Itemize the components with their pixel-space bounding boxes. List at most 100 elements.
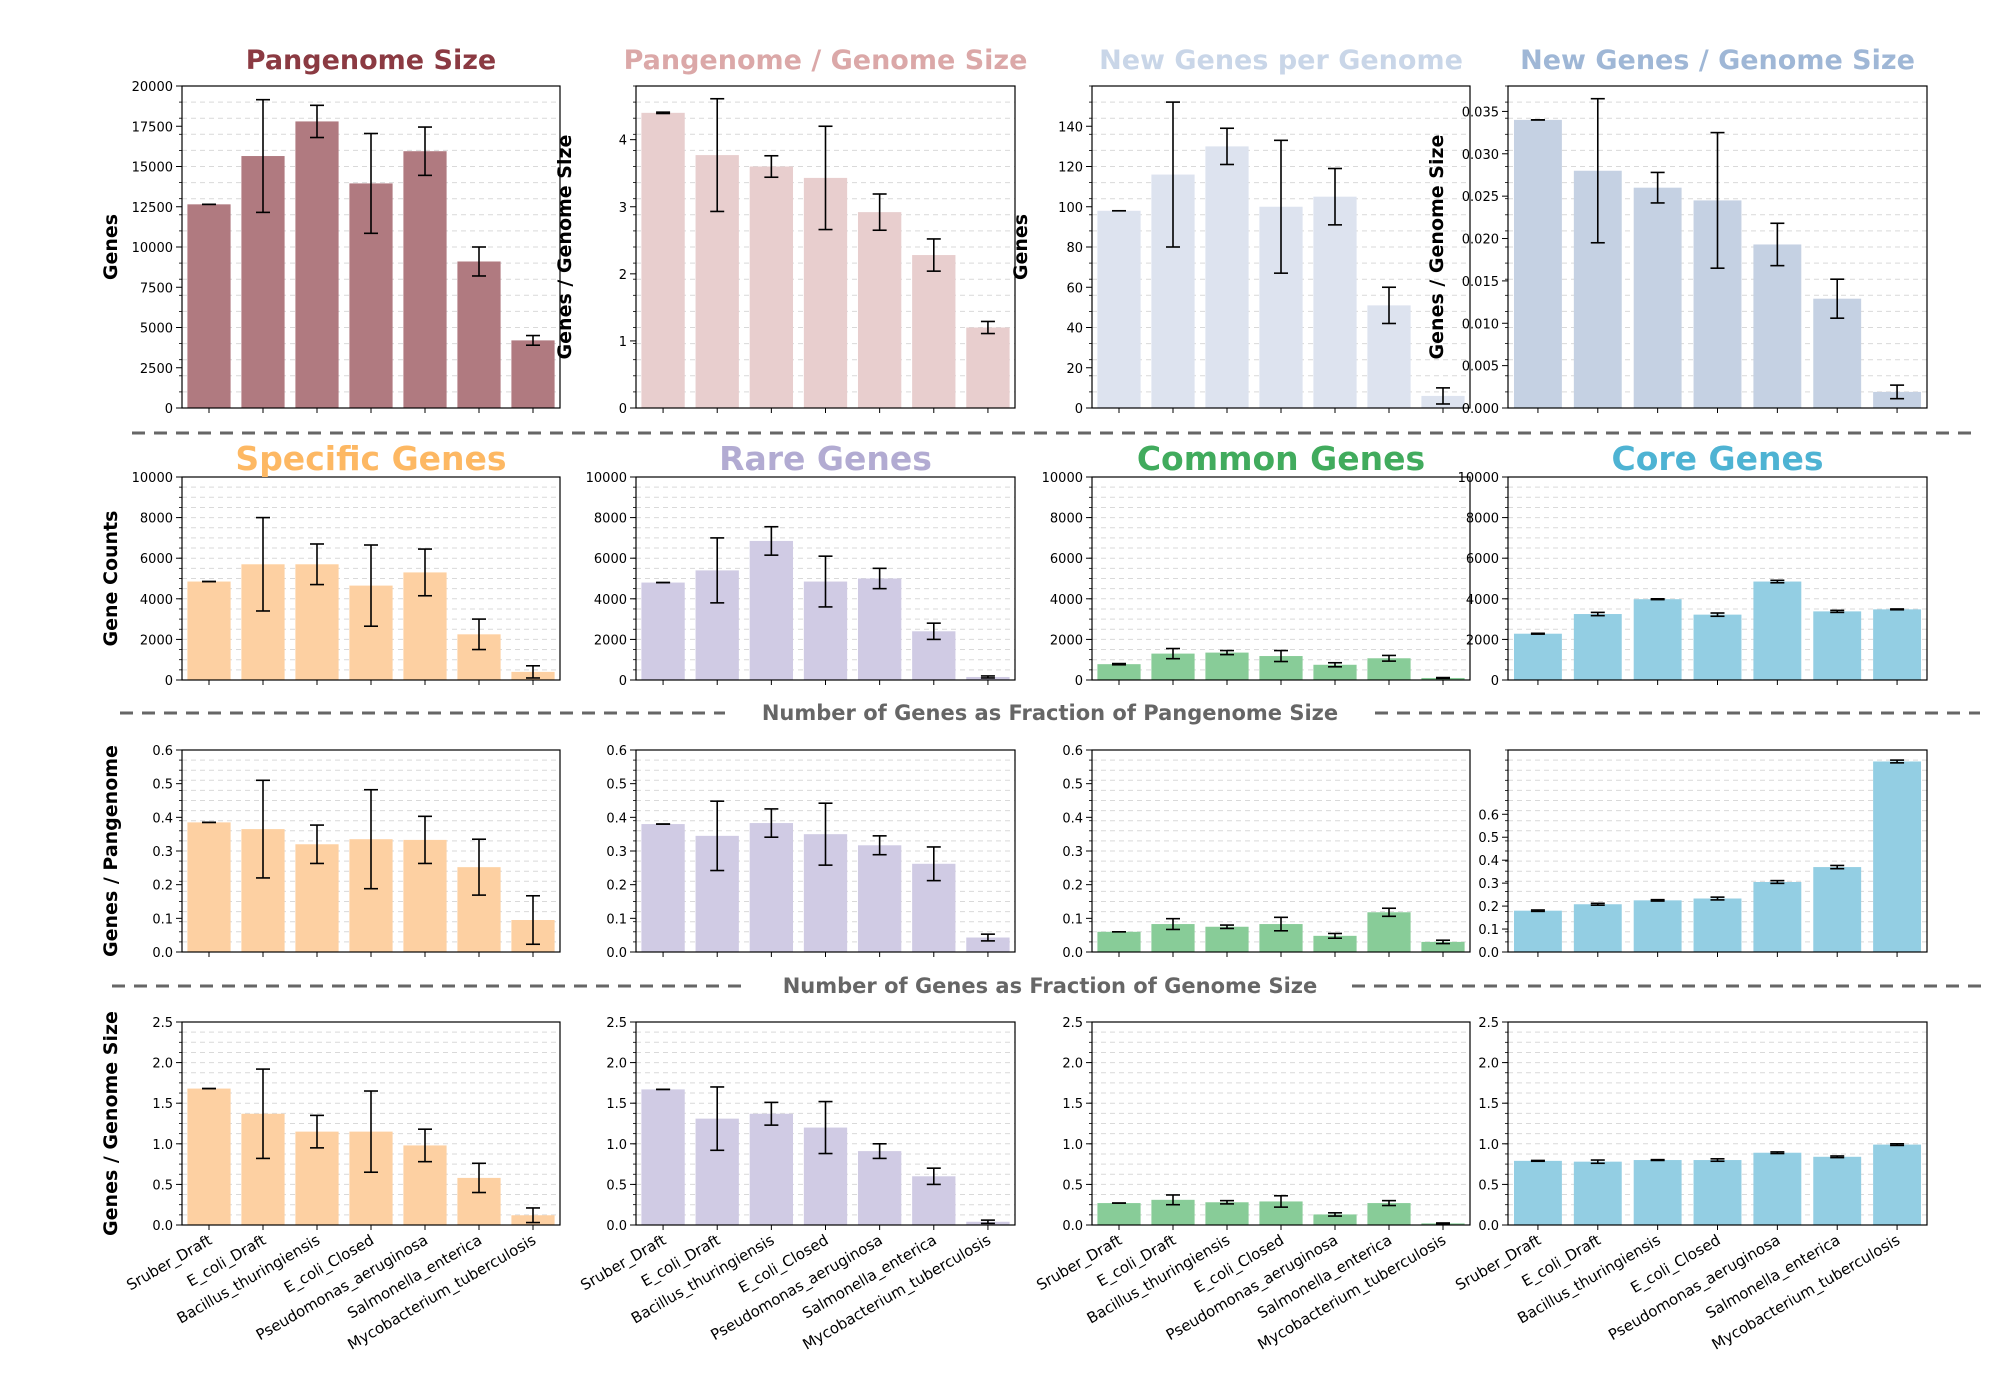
y-tick-label: 0.4: [1478, 854, 1499, 869]
y-tick-label: 0: [1491, 674, 1499, 689]
separator-3: Number of Genes as Fraction of Genome Si…: [112, 974, 1985, 998]
chart-title: New Genes / Genome Size: [1520, 45, 1915, 76]
y-tick-label: 8000: [1466, 512, 1499, 527]
error-bar-5: [1770, 879, 1785, 885]
chart-panel-12: 0.0 0.1 0.2 0.3 0.4 0.5 0.6: [1478, 749, 1928, 961]
bar-5: [1753, 881, 1802, 952]
bar-3: [749, 166, 794, 408]
bar-1: [641, 582, 685, 680]
bar-1: [1513, 633, 1562, 680]
y-tick-label: 0.3: [1062, 845, 1083, 860]
bar-7: [966, 327, 1010, 408]
bar-5: [1753, 581, 1802, 680]
bar-5: [1313, 664, 1357, 680]
section-title-pangenome-fraction: Number of Genes as Fraction of Pangenome…: [762, 701, 1338, 725]
bar-7: [511, 340, 555, 408]
chart-title: Core Genes: [1611, 439, 1823, 478]
y-tick-label: 0.005: [1462, 360, 1499, 375]
y-tick-label: 0.5: [1478, 831, 1499, 846]
error-bar-7: [980, 1219, 995, 1225]
bar-5: [1313, 196, 1357, 408]
y-tick-label: 0.000: [1462, 402, 1499, 417]
x-tick-label: Sruber_Draft: [1033, 1231, 1125, 1295]
bar-7: [1873, 391, 1922, 408]
error-bar-3: [1220, 924, 1234, 930]
y-axis-label: Genes / Genome Size: [554, 135, 576, 360]
error-bar-2: [1166, 917, 1180, 931]
y-tick-label: 1.5: [1062, 1097, 1083, 1112]
bar-1: [1513, 1160, 1562, 1225]
bar-3: [749, 540, 794, 680]
chart-title: Specific Genes: [235, 439, 506, 478]
error-bar-5: [872, 193, 887, 232]
bar-1: [1097, 210, 1141, 408]
bar-4: [1259, 656, 1303, 680]
error-bar-6: [472, 838, 486, 896]
error-bar-5: [418, 126, 432, 177]
y-tick-label: 0.0: [606, 946, 627, 961]
y-tick-label: 0.3: [606, 845, 627, 860]
bar-1: [641, 1089, 685, 1225]
error-bar-3: [1220, 127, 1234, 166]
y-tick-label: 60: [1066, 281, 1083, 296]
bar-1: [187, 581, 231, 680]
y-tick-label: 0.5: [1062, 1178, 1083, 1193]
y-tick-label: 6000: [140, 552, 173, 567]
error-bar-2: [256, 779, 270, 879]
chart-panel-6: 0 2000 4000 6000 8000 10000 Rare Genes: [586, 439, 1016, 689]
y-tick-label: 6000: [594, 552, 627, 567]
bar-4: [1693, 898, 1742, 952]
error-bar-4: [364, 788, 378, 890]
y-tick-label: 0.3: [152, 845, 173, 860]
bar-7: [1873, 761, 1922, 952]
y-tick-label: 0.1: [606, 912, 627, 927]
error-bar-7: [1436, 387, 1450, 405]
y-tick-label: 1.5: [152, 1097, 173, 1112]
y-tick-label: 2.5: [1478, 1016, 1499, 1031]
error-bar-4: [1274, 139, 1288, 274]
y-axis-label: Genes: [100, 214, 122, 280]
y-axis-label: Genes / Genome Size: [100, 1011, 122, 1236]
y-tick-label: 2000: [140, 633, 173, 648]
error-bar-6: [1382, 907, 1396, 918]
chart-panel-14: 0.00.51.01.52.02.5Sruber_DraftE_coli_Dra…: [577, 1016, 1016, 1354]
y-tick-label: 80: [1066, 241, 1083, 256]
bar-1: [187, 1088, 231, 1225]
y-tick-label: 0.5: [152, 778, 173, 793]
error-bar-7: [1890, 608, 1905, 611]
error-bar-2: [1590, 1159, 1605, 1165]
chart-title: New Genes per Genome: [1099, 45, 1463, 76]
error-bar-2: [710, 537, 725, 604]
error-bar-2: [1590, 97, 1605, 244]
chart-panel-4: 0.000 0.005 0.010 0.015 0.020 0.025 0.030 0.035…: [1426, 45, 1928, 417]
bar-6: [1813, 611, 1862, 680]
error-bar-7: [1436, 676, 1450, 680]
y-tick-label: 20000: [132, 80, 173, 95]
chart-panel-8: 0 2000 4000 6000 8000 10000 Core Genes: [1458, 439, 1928, 689]
y-tick-label: 2.5: [1062, 1016, 1083, 1031]
error-bar-4: [1710, 131, 1725, 269]
y-tick-label: 4000: [1466, 593, 1499, 608]
y-tick-label: 0.015: [1462, 275, 1499, 290]
error-bar-3: [310, 104, 324, 139]
y-tick-label: 10000: [132, 241, 173, 256]
chart-title: Pangenome Size: [246, 45, 497, 76]
error-bar-2: [710, 800, 725, 872]
bar-4: [1259, 1201, 1303, 1225]
bar-3: [749, 823, 794, 952]
bar-2: [1573, 904, 1622, 952]
error-bar-2: [256, 1068, 270, 1160]
y-tick-label: 4000: [594, 593, 627, 608]
bar-1: [187, 822, 231, 952]
bar-6: [1367, 658, 1411, 680]
y-tick-label: 0.2: [606, 879, 627, 894]
y-tick-label: 2.0: [1062, 1057, 1083, 1072]
y-tick-label: 10000: [1458, 471, 1499, 486]
error-bar-6: [1382, 1199, 1396, 1207]
bar-5: [857, 845, 902, 952]
bar-3: [1633, 599, 1682, 680]
separator-2: Number of Genes as Fraction of Pangenome…: [120, 701, 1980, 725]
error-bar-5: [1770, 579, 1785, 584]
y-tick-label: 0: [165, 674, 173, 689]
error-bar-5: [1770, 222, 1785, 267]
